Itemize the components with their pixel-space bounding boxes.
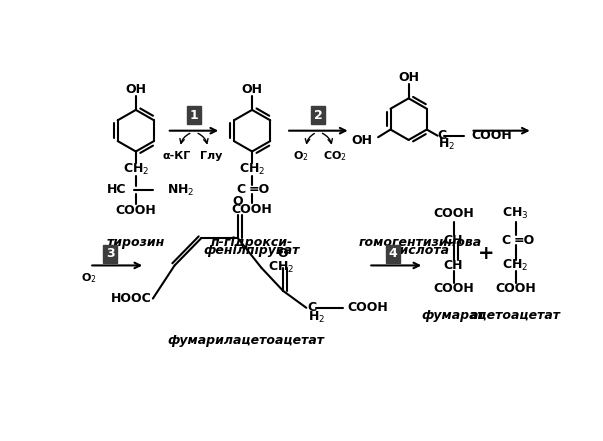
Text: CH: CH <box>444 234 463 247</box>
Text: COOH: COOH <box>495 282 536 295</box>
Text: CH$_2$: CH$_2$ <box>122 162 149 177</box>
Text: COOH: COOH <box>433 282 474 295</box>
Text: O: O <box>233 194 244 208</box>
Text: COOH: COOH <box>433 207 474 220</box>
Text: α-КГ: α-КГ <box>163 151 191 161</box>
Text: кислота: кислота <box>391 244 449 257</box>
Text: фумарат: фумарат <box>421 309 485 322</box>
Text: C: C <box>438 129 447 142</box>
Text: +: + <box>478 244 494 263</box>
Text: =O: =O <box>249 183 270 196</box>
Text: H$_2$: H$_2$ <box>308 310 325 325</box>
Text: OH: OH <box>125 82 147 96</box>
Text: CH$_2$: CH$_2$ <box>268 260 294 275</box>
Text: CH$_3$: CH$_3$ <box>502 206 529 221</box>
Text: O$_2$: O$_2$ <box>81 272 97 285</box>
Text: 4: 4 <box>389 247 397 260</box>
Text: фумарилацетоацетат: фумарилацетоацетат <box>168 334 324 347</box>
Text: ацетоацетат: ацетоацетат <box>470 309 561 322</box>
Text: OH: OH <box>351 134 372 147</box>
Text: 2: 2 <box>314 109 323 122</box>
Text: CH: CH <box>444 259 463 272</box>
Text: п-гідрокси-: п-гідрокси- <box>211 236 293 249</box>
Text: COOH: COOH <box>115 203 156 217</box>
Text: O: O <box>278 247 288 260</box>
Text: O$_2$: O$_2$ <box>294 149 309 163</box>
Text: фенілпіруват: фенілпіруват <box>204 244 300 257</box>
Text: тирозин: тирозин <box>107 236 165 249</box>
Text: C: C <box>502 234 511 247</box>
Text: HOOC: HOOC <box>110 292 151 305</box>
Text: C: C <box>237 183 246 196</box>
Text: COOH: COOH <box>232 203 273 216</box>
Text: =O: =O <box>514 234 535 247</box>
Text: H$_2$: H$_2$ <box>438 137 455 152</box>
Text: HC: HC <box>107 183 127 197</box>
Text: CH$_2$: CH$_2$ <box>239 162 265 177</box>
Text: OH: OH <box>398 71 419 84</box>
Text: OH: OH <box>242 82 262 96</box>
Text: CH$_2$: CH$_2$ <box>502 258 529 273</box>
Text: COOH: COOH <box>472 129 513 142</box>
Text: C: C <box>308 301 317 314</box>
Text: Глу: Глу <box>200 151 222 161</box>
Text: CO$_2$: CO$_2$ <box>323 149 347 163</box>
Text: 1: 1 <box>189 109 198 122</box>
Text: COOH: COOH <box>347 301 388 314</box>
Text: 3: 3 <box>106 247 115 260</box>
Text: NH$_2$: NH$_2$ <box>167 183 194 198</box>
Text: гомогентизинова: гомогентизинова <box>359 236 482 249</box>
